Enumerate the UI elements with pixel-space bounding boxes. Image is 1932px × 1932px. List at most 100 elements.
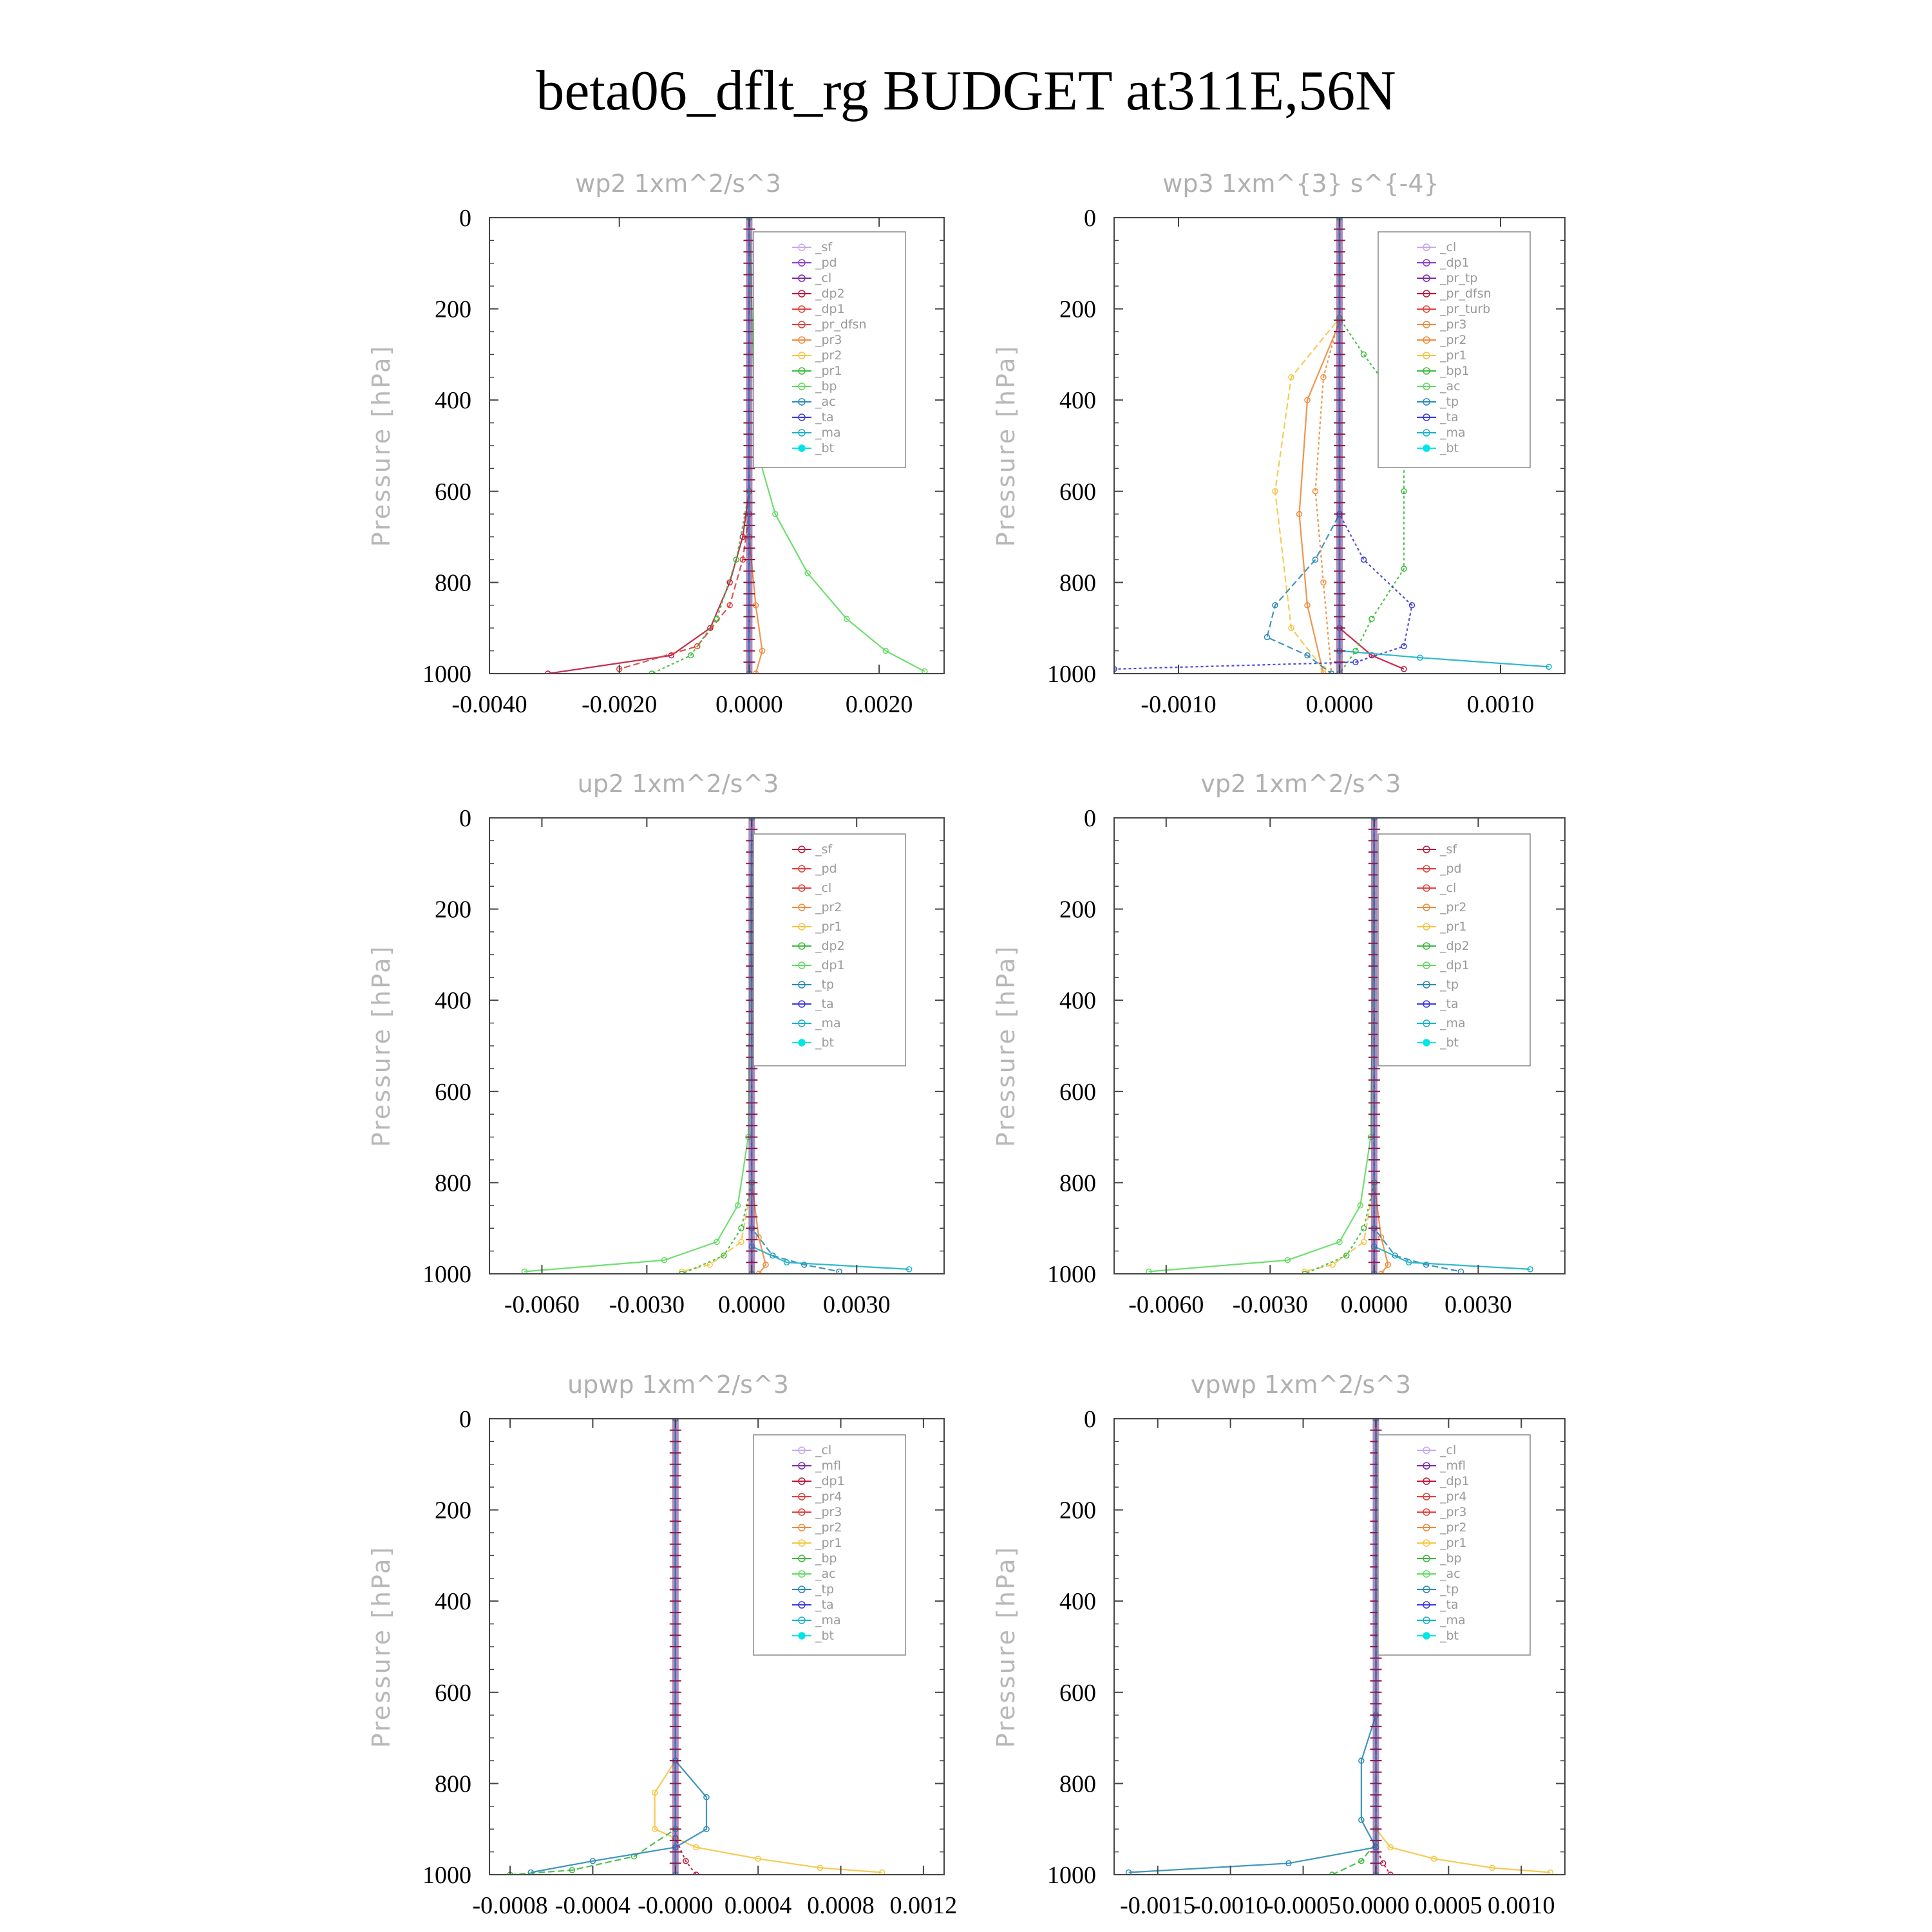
- legend-entry: _pd: [1439, 862, 1462, 876]
- legend-entry: _pr3: [1439, 1505, 1466, 1519]
- legend-entry: _pr2: [815, 1520, 842, 1535]
- series-point: [921, 668, 928, 674]
- legend-marker: [1423, 1586, 1430, 1593]
- series-point: [1146, 1268, 1152, 1274]
- chart-panel-5: upwp 1xm^2/s^3 Pressure [hPa] 0 200 400 600 80…: [367, 1370, 957, 1919]
- legend-entry: _bt: [1439, 1629, 1459, 1643]
- legend-entry: _dp2: [815, 939, 845, 953]
- series-point: [878, 1869, 886, 1875]
- legend-entry: _dp2: [1439, 939, 1470, 953]
- legend-marker: [798, 321, 806, 328]
- series-point: [1288, 625, 1294, 631]
- legend-marker: [1423, 429, 1430, 437]
- legend-entry: _cl: [1439, 1443, 1456, 1457]
- legend-marker: [1423, 1555, 1430, 1562]
- chart-panel-4: vp2 1xm^2/s^3 Pressure [hPa] 0 200 400 600 800…: [992, 770, 1566, 1318]
- legend-entry: _pr2: [815, 348, 842, 363]
- x-tick-label: 0.0008: [807, 1892, 875, 1919]
- y-tick-label: 1000: [1047, 1261, 1096, 1288]
- series-point: [721, 1252, 727, 1259]
- legend-entry: _ta: [815, 997, 834, 1011]
- series-point: [1401, 666, 1407, 672]
- legend-marker: [1423, 1632, 1430, 1640]
- series-point: [755, 1234, 762, 1241]
- legend-entry: _pr_tp: [1439, 271, 1477, 285]
- series-point: [694, 643, 701, 650]
- series-point: [1125, 1869, 1132, 1875]
- series-point: [693, 1844, 699, 1851]
- legend-entry: _bt: [815, 1036, 834, 1050]
- y-tick-label: 1000: [1047, 661, 1096, 688]
- series-point: [726, 579, 733, 586]
- legend-entry: _bp: [1439, 1551, 1462, 1566]
- legend-entry: _dp1: [815, 302, 845, 316]
- legend-marker: [798, 884, 806, 892]
- legend-entry: _pr1: [815, 920, 842, 934]
- series-point: [1368, 616, 1375, 622]
- legend-marker: [1423, 1524, 1430, 1531]
- legend-marker: [1423, 981, 1430, 989]
- legend-entry: _bt: [1439, 441, 1459, 455]
- legend-entry: _ma: [1439, 1613, 1466, 1627]
- series-line-dp2: [547, 218, 750, 674]
- series-point: [693, 1871, 699, 1875]
- x-tick-label: -0.0040: [451, 691, 527, 718]
- x-tick-label: 0.0000: [1341, 1291, 1408, 1318]
- y-axis-label: Pressure [hPa]: [992, 945, 1020, 1148]
- legend-marker: [1423, 923, 1430, 931]
- legend-marker: [798, 352, 806, 359]
- x-tick-label: -0.0008: [473, 1892, 548, 1919]
- y-tick-label: 200: [435, 896, 471, 923]
- legend-box: [753, 231, 906, 468]
- legend-entry: _ac: [815, 395, 836, 409]
- legend-entry: _pr_turb: [1439, 302, 1490, 316]
- legend-marker: [1423, 1039, 1430, 1046]
- series-point: [759, 647, 766, 654]
- series-point: [1285, 1860, 1292, 1867]
- series-point: [752, 670, 759, 674]
- y-tick-label: 200: [1059, 1497, 1096, 1524]
- legend-marker: [1423, 884, 1430, 892]
- legend-entry: _dp1: [1439, 256, 1470, 270]
- series-point: [1401, 565, 1407, 572]
- legend-entry: _pr3: [1439, 317, 1466, 332]
- y-tick-label: 600: [435, 1079, 471, 1106]
- y-tick-label: 600: [435, 478, 471, 506]
- legend-entry: _ma: [815, 426, 841, 440]
- series-point: [527, 1869, 534, 1875]
- series-line-bp: [1332, 1419, 1377, 1875]
- x-tick-label: -0.0000: [638, 1892, 713, 1919]
- series-line-bp1: [1338, 218, 1405, 674]
- legend-entry: _dp1: [815, 958, 845, 972]
- y-tick-label: 400: [435, 1588, 471, 1615]
- series-point: [651, 1826, 658, 1832]
- series-point: [817, 1864, 824, 1871]
- legend-marker: [798, 1019, 806, 1027]
- legend-marker: [1423, 1000, 1430, 1008]
- panel-title: vp2 1xm^2/s^3: [1200, 770, 1401, 798]
- series-point: [1405, 1259, 1412, 1266]
- legend-marker: [798, 1555, 806, 1562]
- legend-marker: [798, 243, 806, 251]
- legend-marker: [798, 305, 806, 313]
- legend-marker: [798, 1539, 806, 1547]
- legend-marker: [1423, 321, 1430, 328]
- x-tick-label: -0.0020: [582, 691, 657, 718]
- legend-entry: _pr2: [1439, 900, 1466, 914]
- legend-marker: [1423, 961, 1430, 969]
- legend-marker: [1423, 1539, 1430, 1547]
- series-point: [1329, 1871, 1336, 1875]
- legend-marker: [798, 1477, 806, 1485]
- legend-marker: [1423, 398, 1430, 406]
- legend-marker: [798, 383, 806, 390]
- legend-entry: _bp1: [1439, 364, 1470, 378]
- legend-entry: _bp: [815, 379, 837, 393]
- legend-marker: [798, 1508, 806, 1516]
- y-tick-label: 200: [435, 1497, 471, 1524]
- x-tick-label: 0.0012: [890, 1892, 958, 1919]
- series-point: [772, 511, 779, 517]
- y-axis-label: Pressure [hPa]: [992, 1546, 1020, 1748]
- legend-marker: [1423, 1601, 1430, 1609]
- series-point: [755, 1855, 761, 1862]
